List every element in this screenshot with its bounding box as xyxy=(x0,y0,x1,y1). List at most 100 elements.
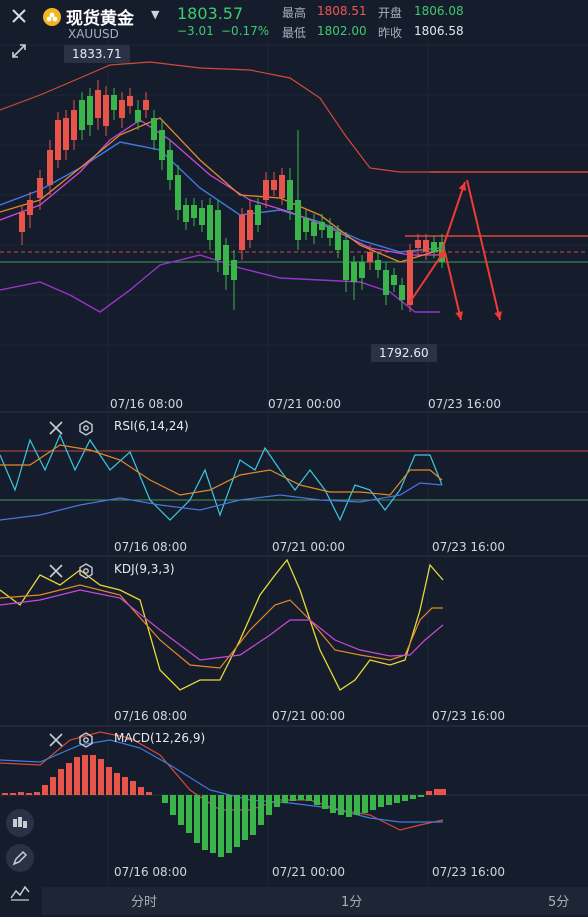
macd-histogram-bar xyxy=(362,795,368,813)
macd-histogram-bar xyxy=(226,795,232,853)
indicator-tool-button[interactable] xyxy=(6,879,34,907)
candlestick xyxy=(335,232,341,250)
chevron-down-icon[interactable]: ▼ xyxy=(151,8,160,21)
candlestick xyxy=(159,130,165,160)
macd-histogram-bar xyxy=(370,795,376,810)
macd-histogram-bar xyxy=(18,792,24,795)
low-value: 1802.00 xyxy=(317,24,367,38)
macd-title: MACD(12,26,9) xyxy=(114,731,206,745)
lower-band-line xyxy=(0,254,440,313)
candlestick xyxy=(399,285,405,300)
macd-histogram-bar xyxy=(194,795,200,843)
min-price-label: 1792.60 xyxy=(371,344,437,362)
candlestick xyxy=(303,218,309,232)
gold-coin-icon xyxy=(43,8,61,26)
candlestick xyxy=(95,90,101,118)
kdj-x-label-2: 07/21 00:00 xyxy=(272,709,345,723)
candlestick xyxy=(319,222,325,230)
macd-histogram-bar xyxy=(106,767,112,795)
candlestick xyxy=(199,208,205,225)
kdj-settings-button[interactable] xyxy=(77,562,95,580)
macd-histogram-bar xyxy=(394,795,400,803)
kdj-k-line xyxy=(0,584,443,669)
timeframe-tab-intraday[interactable]: 分时 xyxy=(131,895,158,910)
candlestick xyxy=(127,96,133,106)
candlestick-tool-icon xyxy=(13,817,27,828)
macd-histogram-bar xyxy=(314,795,320,805)
candlestick xyxy=(279,175,285,198)
close-icon xyxy=(49,421,63,435)
candlestick xyxy=(255,205,261,225)
macd-histogram-bar xyxy=(242,795,248,840)
macd-histogram-bar xyxy=(306,795,312,801)
timeframe-tab-5min[interactable]: 5分 xyxy=(548,895,570,910)
macd-settings-button[interactable] xyxy=(77,731,95,749)
candlestick xyxy=(359,262,365,278)
macd-histogram-bar xyxy=(34,792,40,795)
macd-histogram-bar xyxy=(10,793,16,795)
macd-histogram-bar xyxy=(74,757,80,795)
candlestick xyxy=(167,150,173,180)
macd-histogram-bar xyxy=(282,795,288,803)
candlestick xyxy=(27,200,33,215)
candlestick xyxy=(37,178,43,198)
macd-histogram-bar xyxy=(202,795,208,850)
macd-histogram-bar xyxy=(26,793,32,795)
candlestick-tool-button[interactable] xyxy=(6,809,34,837)
macd-histogram-bar xyxy=(378,795,384,807)
macd-histogram-bar xyxy=(434,789,440,795)
kdj-j-line xyxy=(0,558,444,691)
candlestick xyxy=(431,242,437,252)
macd-x-label-1: 07/16 08:00 xyxy=(114,865,187,879)
macd-histogram-bar xyxy=(274,795,280,807)
candlestick xyxy=(343,240,349,280)
candlestick xyxy=(135,110,141,122)
candlestick xyxy=(119,100,125,118)
macd-histogram-bar xyxy=(42,785,48,795)
candlestick xyxy=(63,118,69,150)
macd-histogram-bar xyxy=(50,777,56,795)
macd-histogram-bar xyxy=(298,795,304,800)
collapse-button[interactable] xyxy=(6,38,32,64)
forecast-arrow xyxy=(441,181,466,251)
close-icon xyxy=(12,9,26,23)
rsi-title: RSI(6,14,24) xyxy=(114,419,189,433)
rsi-settings-button[interactable] xyxy=(77,419,95,437)
macd-histogram-bar xyxy=(250,795,256,835)
candlestick xyxy=(175,175,181,210)
kdj-close-button[interactable] xyxy=(47,562,65,580)
candlestick xyxy=(191,205,197,218)
forecast-arrow xyxy=(409,249,446,303)
macd-histogram-bar xyxy=(162,795,168,803)
prev-close-label: 昨收 xyxy=(378,26,403,40)
candlestick xyxy=(223,245,229,275)
macd-histogram-bar xyxy=(178,795,184,825)
candlestick xyxy=(111,95,117,110)
macd-histogram-bar xyxy=(210,795,216,853)
candlestick xyxy=(407,250,413,305)
candlestick xyxy=(71,110,77,140)
settings-icon xyxy=(79,563,93,579)
macd-histogram-bar xyxy=(266,795,272,815)
macd-histogram-bar xyxy=(258,795,264,825)
candlestick xyxy=(215,210,221,260)
instrument-title[interactable]: 现货黄金 xyxy=(66,9,134,29)
kdj-d-line xyxy=(0,589,444,661)
rsi-close-button[interactable] xyxy=(47,419,65,437)
macd-histogram-bar xyxy=(170,795,176,815)
macd-histogram-bar xyxy=(402,795,408,801)
timeframe-tab-1min[interactable]: 1分 xyxy=(341,895,363,910)
candlestick xyxy=(375,260,381,270)
candlestick xyxy=(327,226,333,238)
macd-histogram-bar xyxy=(338,795,344,815)
low-label: 最低 xyxy=(282,26,307,40)
high-value: 1808.51 xyxy=(317,4,367,18)
candlestick xyxy=(47,150,53,185)
settings-icon xyxy=(79,732,93,748)
draw-tool-button[interactable] xyxy=(6,844,34,872)
candlestick xyxy=(263,180,269,200)
macd-close-button[interactable] xyxy=(47,731,65,749)
close-button[interactable] xyxy=(5,4,33,28)
candlestick xyxy=(103,95,109,126)
